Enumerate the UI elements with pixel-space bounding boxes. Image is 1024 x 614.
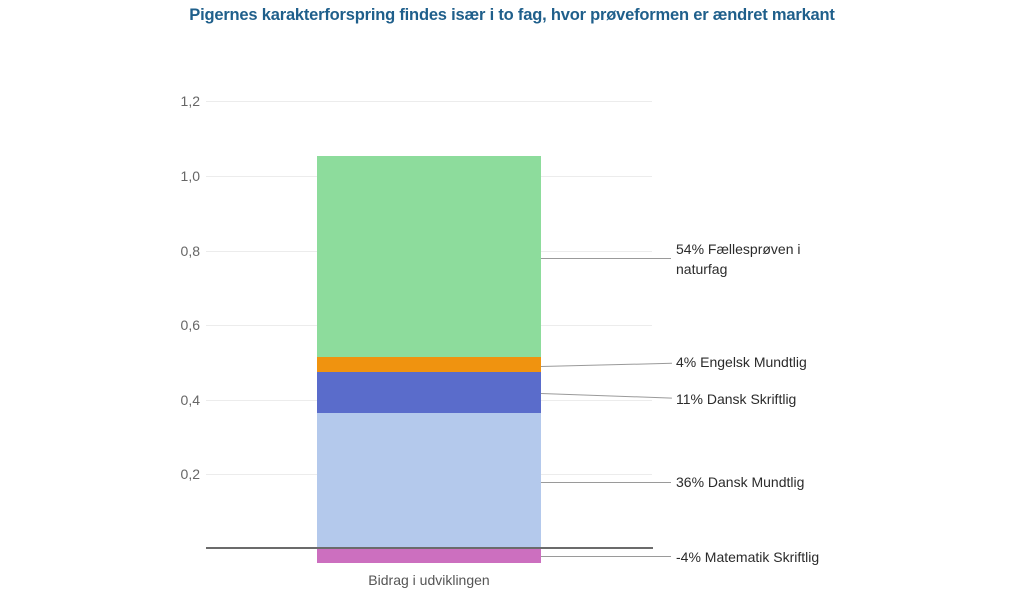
y-tick-label: 0,8 <box>180 243 200 259</box>
y-tick-label: 0,2 <box>180 466 200 482</box>
bar-segment-naturfag <box>317 156 541 357</box>
label-engelsk-mundtlig: 4% Engelsk Mundtlig <box>676 354 807 370</box>
y-tick-label: 1,2 <box>180 93 200 109</box>
leader-line-dansk-skriftlig <box>540 393 672 399</box>
leader-line-engelsk <box>541 362 672 367</box>
bar-segment-engelsk-mundtlig <box>317 357 541 372</box>
y-tick-label: 1,0 <box>180 168 200 184</box>
leader-line-dansk-mundtlig <box>541 482 671 483</box>
gridline-1-2 <box>206 101 652 102</box>
x-category-label: Bidrag i udviklingen <box>368 572 490 588</box>
leader-line-naturfag <box>541 258 671 259</box>
y-tick-label: 0,6 <box>180 317 200 333</box>
bar-segment-matematik-skriftlig <box>317 548 541 563</box>
zero-baseline <box>206 547 653 549</box>
bar-segment-dansk-mundtlig <box>317 413 541 548</box>
chart-title: Pigernes karakterforspring findes især i… <box>189 6 835 24</box>
y-tick-label: 0,4 <box>180 392 200 408</box>
label-dansk-mundtlig: 36% Dansk Mundtlig <box>676 474 805 490</box>
leader-line-matematik <box>541 556 671 557</box>
bar-segment-dansk-skriftlig <box>317 372 541 413</box>
label-matematik-skriftlig: -4% Matematik Skriftlig <box>676 549 820 565</box>
label-naturfag: 54% Fællesprøven i naturfag <box>676 241 801 277</box>
label-dansk-skriftlig: 11% Dansk Skriftlig <box>676 391 797 407</box>
